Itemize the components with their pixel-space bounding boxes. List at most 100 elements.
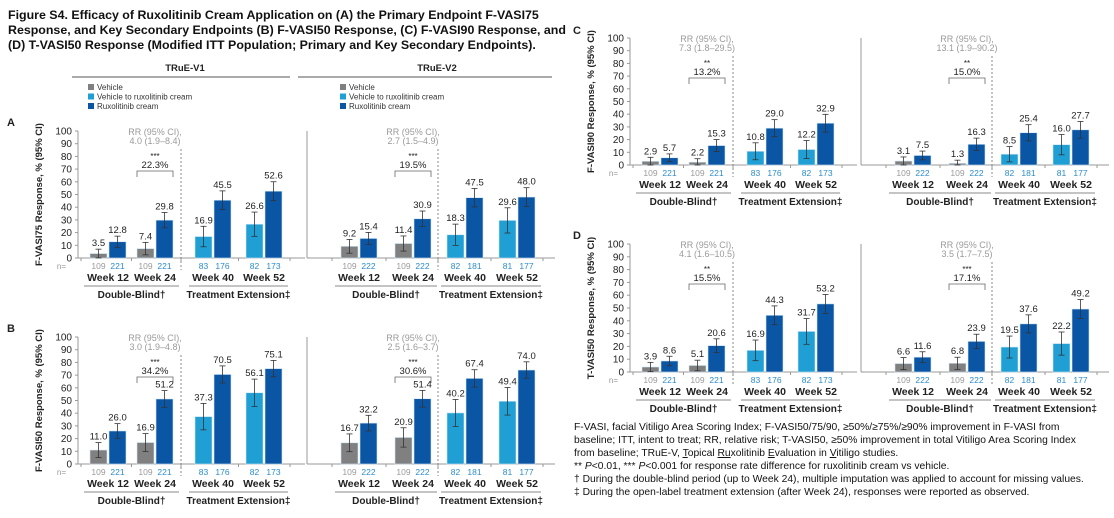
response-difference: 17.1%: [954, 273, 981, 284]
n-label: 181: [467, 467, 481, 477]
y-tick-label: 70: [613, 72, 625, 83]
week-label: Week 24: [686, 386, 728, 398]
data-label: 32.9: [816, 103, 835, 114]
y-tick-label: 20: [613, 135, 625, 146]
significance-stars: **: [704, 59, 710, 68]
response-difference: 34.2%: [142, 366, 169, 377]
panel-letter: A: [7, 117, 15, 129]
data-label: 11.6: [914, 341, 932, 352]
data-label: 10.8: [746, 132, 765, 143]
y-tick-label: 80: [613, 265, 625, 276]
week-label: Week 40: [744, 179, 786, 191]
data-label: 51.4: [413, 379, 432, 390]
n-label: 109: [643, 375, 657, 385]
y-tick-label: 80: [61, 152, 73, 163]
week-label: Week 40: [192, 272, 234, 284]
period-label: Treatment Extension‡: [439, 290, 543, 301]
y-tick-label: 60: [61, 383, 73, 394]
rr-label: RR (95% CI),: [128, 333, 182, 343]
rr-value: 3.5 (1.7–7.5): [941, 249, 992, 259]
data-label: 16.9: [746, 329, 765, 340]
n-label: 82: [451, 261, 461, 271]
significance-stars: **: [964, 59, 970, 68]
week-label: Week 12: [87, 272, 129, 284]
y-tick-label: 0: [66, 460, 72, 471]
data-label: 26.0: [108, 413, 127, 424]
footnote-text: Ru: [717, 448, 731, 459]
significance-stars: ***: [408, 152, 417, 161]
n-label: 177: [519, 467, 533, 477]
n-prefix: n=: [57, 262, 66, 271]
period-label: Treatment Extension‡: [993, 197, 1097, 208]
data-label: 2.9: [644, 146, 657, 157]
bar: [213, 374, 232, 465]
n-label: 83: [199, 261, 209, 271]
significance-bracket: [394, 376, 432, 383]
footnote-text: <0.01, ***: [591, 461, 639, 472]
footnote-text: <0.001 for response rate difference for …: [645, 461, 950, 472]
data-label: 47.5: [465, 177, 484, 188]
n-label: 109: [690, 168, 704, 178]
data-label: 19.5: [1000, 325, 1019, 336]
data-label: 49.2: [1071, 289, 1090, 300]
week-label: Week 52: [1050, 386, 1092, 398]
panel-letter: D: [573, 230, 581, 242]
response-difference: 13.2%: [694, 67, 721, 78]
n-prefix: n=: [609, 169, 618, 178]
n-label: 81: [1057, 168, 1067, 178]
n-label: 81: [1057, 375, 1067, 385]
week-label: Week 52: [1050, 179, 1092, 191]
n-label: 82: [1005, 375, 1015, 385]
panel-letter: B: [7, 323, 15, 335]
period-label: Treatment Extension‡: [187, 290, 291, 301]
n-label: 83: [751, 375, 761, 385]
n-label: 222: [969, 375, 983, 385]
y-tick-label: 30: [613, 329, 625, 340]
data-label: 7.5: [916, 140, 929, 151]
significance-bracket: [688, 283, 726, 290]
n-label: 177: [1073, 168, 1087, 178]
y-tick-label: 10: [61, 241, 73, 252]
significance-stars: ***: [962, 265, 971, 274]
footnote-text: xolitinib: [730, 448, 768, 459]
data-label: 40.2: [446, 388, 465, 399]
rr-label: RR (95% CI),: [386, 127, 440, 137]
data-label: 15.4: [359, 221, 378, 232]
period-label: Double-Blind†: [352, 496, 420, 507]
week-label: Week 40: [444, 272, 486, 284]
data-label: 12.2: [797, 130, 816, 141]
n-label: 82: [451, 467, 461, 477]
significance-bracket: [394, 170, 432, 177]
panel-letter: C: [573, 25, 581, 37]
data-label: 75.1: [264, 349, 283, 360]
legend-label: Vehicle: [349, 83, 375, 92]
data-label: 48.0: [517, 177, 536, 188]
y-tick-label: 0: [66, 254, 72, 265]
n-label: 81: [503, 467, 513, 477]
n-label: 109: [950, 168, 964, 178]
n-label: 221: [157, 467, 171, 477]
bar: [155, 398, 174, 465]
n-label: 82: [1005, 168, 1015, 178]
data-label: 37.6: [1019, 304, 1038, 315]
n-label: 222: [969, 168, 983, 178]
period-label: Double-Blind†: [98, 290, 166, 301]
y-tick-label: 30: [613, 122, 625, 133]
n-label: 109: [950, 375, 964, 385]
data-label: 29.0: [765, 109, 784, 120]
week-label: Week 12: [639, 386, 681, 398]
data-label: 16.9: [194, 215, 213, 226]
data-label: 56.1: [245, 368, 264, 379]
week-label: Week 40: [998, 179, 1040, 191]
data-label: 45.5: [213, 180, 232, 191]
y-tick-label: 30: [61, 215, 73, 226]
data-label: 26.6: [245, 201, 264, 212]
n-label: 109: [138, 261, 152, 271]
week-label: Week 12: [892, 386, 934, 398]
n-label: 176: [215, 467, 229, 477]
response-difference: 15.0%: [954, 67, 981, 78]
n-label: 82: [802, 168, 812, 178]
legend-swatch: [88, 84, 94, 90]
n-label: 109: [342, 261, 356, 271]
